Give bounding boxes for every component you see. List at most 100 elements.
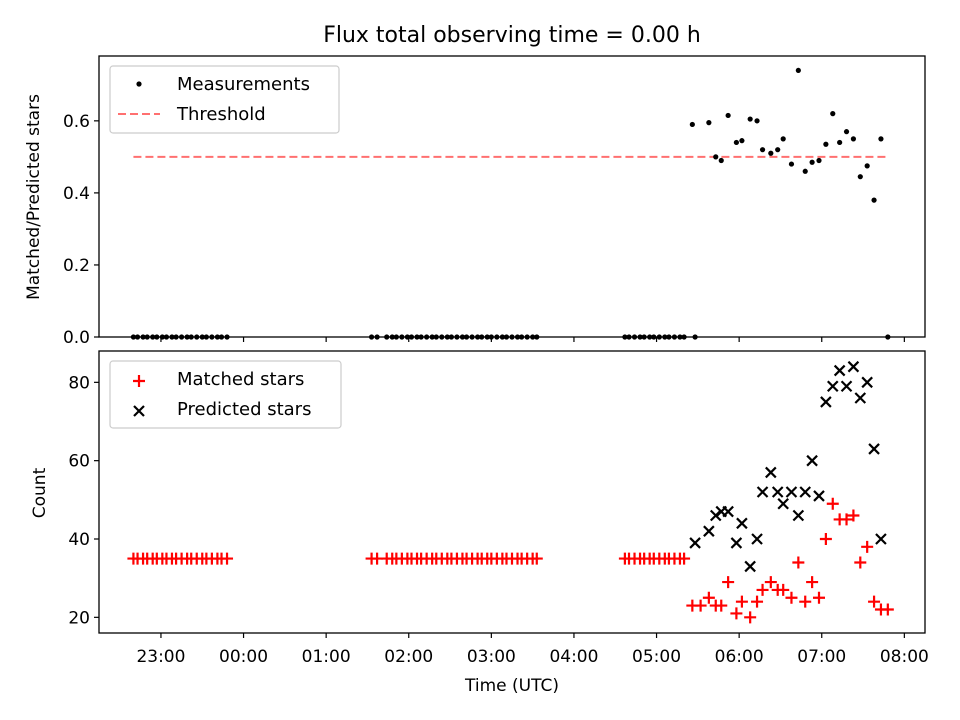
matched-star-point bbox=[702, 591, 715, 604]
measurement-point bbox=[433, 334, 439, 340]
measurement-point bbox=[399, 334, 405, 340]
predicted-star-point bbox=[799, 486, 812, 498]
matched-star-point bbox=[819, 533, 832, 545]
bottom-y-axis-label: Count bbox=[30, 467, 50, 518]
bottom-legend: Matched stars Predicted stars bbox=[109, 360, 342, 429]
measurement-point bbox=[408, 334, 415, 340]
x-tick-label: 07:00 bbox=[797, 647, 846, 667]
x-tick-label: 00:00 bbox=[219, 647, 268, 667]
measurement-point bbox=[651, 334, 657, 340]
top-y-tick-label: 0.4 bbox=[63, 184, 90, 204]
predicted-star-point bbox=[736, 517, 748, 530]
measurement-point bbox=[448, 334, 455, 340]
measurement-point bbox=[850, 136, 857, 142]
x-tick-label: 02:00 bbox=[384, 647, 433, 667]
legend-threshold-label: Threshold bbox=[176, 104, 266, 125]
measurement-point bbox=[424, 334, 430, 340]
measurement-points-layer bbox=[130, 67, 891, 340]
matched-star-point bbox=[868, 595, 881, 608]
bottom-legend-box bbox=[109, 360, 342, 429]
measurement-point bbox=[759, 147, 766, 153]
top-y-tick-label: 0.2 bbox=[63, 256, 90, 276]
matched-star-point bbox=[694, 599, 707, 612]
matched-star-point bbox=[221, 552, 234, 565]
predicted-star-point bbox=[861, 376, 873, 389]
matched-star-point bbox=[735, 595, 748, 608]
measurement-point bbox=[878, 136, 884, 142]
bottom-y-tick-label: 80 bbox=[68, 373, 90, 393]
bottom-y-tick-label: 60 bbox=[68, 452, 90, 472]
measurement-point bbox=[780, 136, 786, 142]
measurement-point bbox=[622, 334, 628, 340]
predicted-star-point bbox=[722, 505, 734, 518]
measurement-point bbox=[509, 334, 515, 340]
measurement-point bbox=[775, 147, 781, 153]
bottom-y-tick-label: 20 bbox=[68, 608, 90, 628]
top-legend: Measurements Threshold bbox=[109, 65, 340, 134]
predicted-star-point bbox=[875, 533, 887, 545]
measurement-point bbox=[530, 334, 536, 340]
x-tick-label: 03:00 bbox=[467, 647, 516, 667]
legend-predicted-label: Predicted stars bbox=[177, 399, 311, 420]
measurement-point bbox=[179, 334, 185, 340]
legend-matched-marker bbox=[133, 375, 145, 387]
predicted-star-point bbox=[792, 509, 805, 522]
x-tick-label: 05:00 bbox=[632, 647, 681, 667]
top-legend-box bbox=[109, 65, 340, 134]
measurement-point bbox=[184, 334, 190, 340]
matched-star-point bbox=[785, 591, 798, 604]
measurement-point bbox=[662, 334, 668, 340]
measurement-point bbox=[218, 334, 225, 340]
figure-title: Flux total observing time = 0.00 h bbox=[323, 23, 701, 48]
predicted-star-point bbox=[730, 537, 743, 549]
measurement-point bbox=[389, 334, 395, 340]
measurement-point bbox=[463, 334, 470, 340]
x-tick-label: 06:00 bbox=[715, 647, 764, 667]
measurement-point bbox=[718, 157, 724, 164]
measurement-point bbox=[885, 334, 891, 340]
measurement-point bbox=[641, 334, 647, 340]
matched-star-point bbox=[751, 595, 764, 608]
measurement-point bbox=[802, 168, 808, 174]
measurement-point bbox=[439, 334, 445, 340]
matched-star-point bbox=[799, 595, 812, 608]
predicted-star-point bbox=[847, 360, 860, 373]
x-tick-label: 08:00 bbox=[880, 647, 929, 667]
measurement-point bbox=[134, 334, 141, 340]
predicted-star-point bbox=[833, 364, 846, 377]
predicted-star-point bbox=[771, 486, 784, 498]
predicted-star-point bbox=[709, 509, 722, 522]
matched-star-point bbox=[854, 556, 867, 569]
measurement-point bbox=[173, 334, 179, 340]
measurement-point bbox=[626, 334, 632, 340]
top-x-ticks bbox=[160, 337, 905, 342]
measurement-point bbox=[631, 334, 638, 340]
measurement-point bbox=[739, 138, 745, 144]
measurement-point bbox=[837, 139, 843, 146]
x-axis-label: Time (UTC) bbox=[464, 676, 559, 696]
predicted-star-point bbox=[744, 560, 756, 573]
measurement-point bbox=[857, 174, 863, 180]
measurement-point bbox=[864, 163, 870, 169]
x-tick-label: 04:00 bbox=[549, 647, 598, 667]
matched-star-point bbox=[744, 611, 757, 624]
predicted-star-point bbox=[689, 537, 701, 549]
bottom-y-tick-label: 40 bbox=[68, 530, 90, 550]
measurement-point bbox=[677, 334, 683, 340]
measurement-point bbox=[169, 334, 175, 340]
measurement-point bbox=[429, 334, 435, 340]
measurement-point bbox=[671, 334, 678, 340]
matched-star-point bbox=[530, 552, 543, 565]
matched-star-point bbox=[847, 509, 860, 522]
measurement-point bbox=[816, 157, 822, 164]
matched-star-point bbox=[777, 583, 790, 596]
matched-star-point bbox=[806, 576, 819, 589]
measurement-point bbox=[713, 154, 719, 160]
predicted-star-point bbox=[806, 454, 818, 467]
measurement-point bbox=[194, 334, 200, 340]
measurement-point bbox=[199, 334, 205, 340]
x-tick-label: 01:00 bbox=[302, 647, 351, 667]
measurement-point bbox=[706, 120, 712, 126]
matched-star-point bbox=[730, 607, 743, 620]
